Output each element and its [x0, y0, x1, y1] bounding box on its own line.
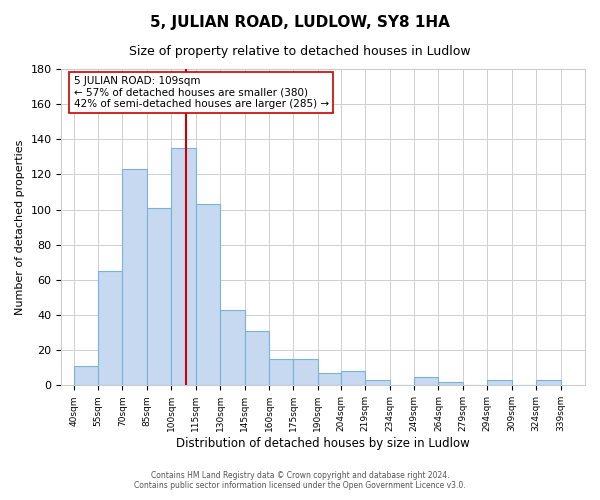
Bar: [318, 373, 341, 386]
Text: Contains HM Land Registry data © Crown copyright and database right 2024.
Contai: Contains HM Land Registry data © Crown c…: [134, 470, 466, 490]
X-axis label: Distribution of detached houses by size in Ludlow: Distribution of detached houses by size …: [176, 437, 470, 450]
Bar: [269, 359, 293, 386]
Bar: [147, 208, 172, 386]
Bar: [98, 271, 122, 386]
Bar: [365, 380, 389, 386]
Bar: [293, 359, 318, 386]
Bar: [196, 204, 220, 386]
Bar: [414, 376, 439, 386]
Text: 5, JULIAN ROAD, LUDLOW, SY8 1HA: 5, JULIAN ROAD, LUDLOW, SY8 1HA: [150, 15, 450, 30]
Bar: [220, 310, 245, 386]
Bar: [439, 382, 463, 386]
Bar: [341, 372, 365, 386]
Bar: [536, 380, 560, 386]
Bar: [74, 366, 98, 386]
Y-axis label: Number of detached properties: Number of detached properties: [15, 140, 25, 315]
Bar: [245, 331, 269, 386]
Bar: [487, 380, 512, 386]
Text: 5 JULIAN ROAD: 109sqm
← 57% of detached houses are smaller (380)
42% of semi-det: 5 JULIAN ROAD: 109sqm ← 57% of detached …: [74, 76, 329, 109]
Bar: [172, 148, 196, 386]
Bar: [122, 169, 147, 386]
Text: Size of property relative to detached houses in Ludlow: Size of property relative to detached ho…: [129, 45, 471, 58]
